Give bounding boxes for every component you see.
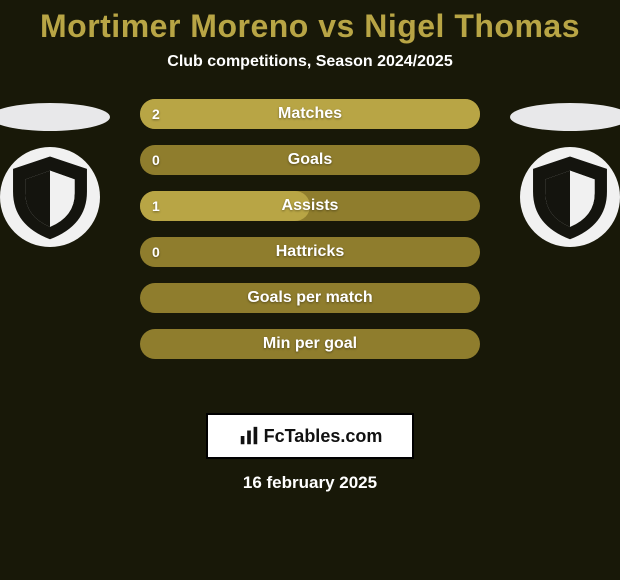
left-halo (0, 103, 110, 131)
stat-row: Goals per match (140, 283, 480, 313)
right-club-badge (520, 147, 620, 247)
stat-label: Goals (140, 145, 480, 175)
brand-text: FcTables.com (264, 426, 383, 447)
date-text: 16 february 2025 (0, 473, 620, 493)
stat-label: Matches (140, 99, 480, 129)
stat-value-left: 2 (140, 99, 172, 129)
left-player-side (0, 99, 110, 399)
stat-label: Hattricks (140, 237, 480, 267)
stat-row: Goals0 (140, 145, 480, 175)
right-player-side (510, 99, 620, 399)
stat-value-left: 0 (140, 145, 172, 175)
stat-bars-container: Matches2Goals0Assists1Hattricks0Goals pe… (140, 99, 480, 375)
page-title: Mortimer Moreno vs Nigel Thomas (0, 0, 620, 45)
stat-row: Hattricks0 (140, 237, 480, 267)
shield-icon (526, 153, 614, 241)
comparison-stage: Matches2Goals0Assists1Hattricks0Goals pe… (0, 99, 620, 399)
stat-label: Assists (140, 191, 480, 221)
page-subtitle: Club competitions, Season 2024/2025 (0, 45, 620, 71)
bar-chart-icon (238, 425, 260, 447)
shield-icon (6, 153, 94, 241)
left-club-badge (0, 147, 100, 247)
stat-row: Min per goal (140, 329, 480, 359)
right-halo (510, 103, 620, 131)
brand-box[interactable]: FcTables.com (206, 413, 414, 459)
stat-row: Matches2 (140, 99, 480, 129)
stat-value-left: 0 (140, 237, 172, 267)
stat-label: Goals per match (140, 283, 480, 313)
stat-label: Min per goal (140, 329, 480, 359)
stat-value-left: 1 (140, 191, 172, 221)
stat-row: Assists1 (140, 191, 480, 221)
